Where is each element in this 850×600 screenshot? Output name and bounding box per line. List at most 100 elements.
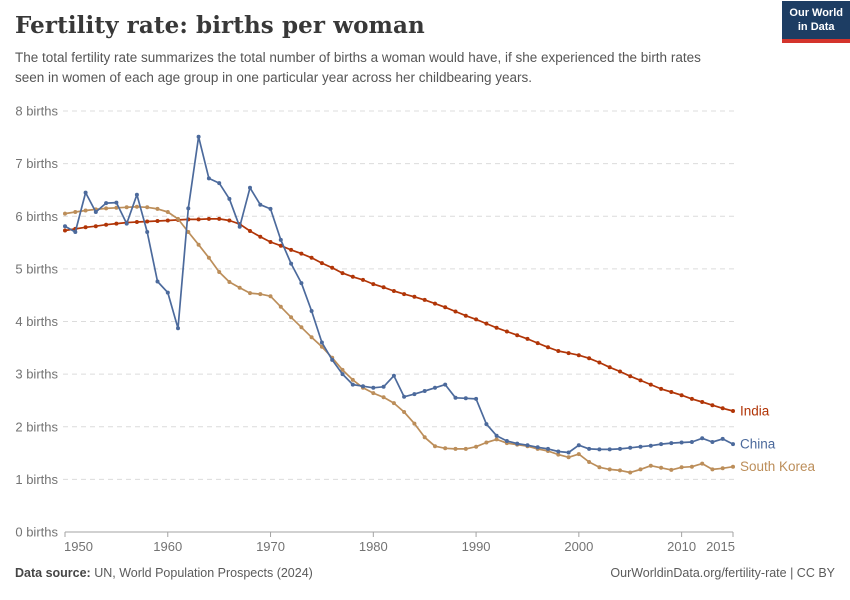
point-china[interactable] [361,384,365,389]
point-south-korea[interactable] [689,464,694,469]
point-south-korea[interactable] [206,255,211,260]
point-china[interactable] [504,439,509,443]
point-south-korea[interactable] [299,325,304,330]
point-china[interactable] [628,445,633,450]
point-india[interactable] [566,351,571,356]
point-china[interactable] [145,230,150,234]
point-china[interactable] [124,221,129,226]
point-china[interactable] [176,326,180,331]
point-india[interactable] [731,409,735,413]
point-india[interactable] [463,313,468,318]
point-india[interactable] [689,396,694,401]
point-south-korea[interactable] [474,444,479,449]
point-india[interactable] [628,374,633,379]
point-china[interactable] [319,340,324,345]
credit-link[interactable]: OurWorldinData.org/fertility-rate | CC B… [610,566,835,580]
point-south-korea[interactable] [124,205,129,210]
point-china[interactable] [587,446,592,451]
point-south-korea[interactable] [669,467,674,472]
point-india[interactable] [669,390,674,394]
point-south-korea[interactable] [433,444,437,449]
point-china[interactable] [104,201,109,206]
point-china[interactable] [73,230,78,234]
point-china[interactable] [731,442,735,447]
point-india[interactable] [299,251,304,256]
point-china[interactable] [515,441,520,446]
point-south-korea[interactable] [165,210,170,214]
point-china[interactable] [669,441,674,446]
point-china[interactable] [381,384,386,389]
point-china[interactable] [186,206,191,211]
point-china[interactable] [206,176,211,181]
point-china[interactable] [484,422,489,427]
point-china[interactable] [546,446,550,451]
point-south-korea[interactable] [196,242,201,247]
point-south-korea[interactable] [700,461,705,466]
point-south-korea[interactable] [186,230,191,234]
point-china[interactable] [638,444,643,449]
point-south-korea[interactable] [258,292,263,297]
point-india[interactable] [217,216,222,221]
fertility-line-chart[interactable]: 0 births 1 births 2 births 3 births 4 births… [0,95,850,570]
series-south-korea[interactable]: South Korea [63,204,816,475]
point-china[interactable] [155,279,160,284]
point-china[interactable] [525,443,530,448]
point-india[interactable] [114,221,119,226]
point-south-korea[interactable] [155,206,160,211]
series-china[interactable]: China [63,134,776,455]
point-china[interactable] [83,190,88,195]
point-china[interactable] [412,392,417,397]
point-south-korea[interactable] [340,367,345,372]
point-china[interactable] [63,224,67,229]
point-china[interactable] [556,449,561,454]
point-south-korea[interactable] [463,446,468,451]
point-south-korea[interactable] [114,205,119,210]
point-south-korea[interactable] [217,270,222,274]
point-india[interactable] [453,309,458,314]
point-india[interactable] [330,265,335,270]
point-india[interactable] [83,225,88,230]
point-south-korea[interactable] [289,315,294,320]
point-india[interactable] [484,321,489,326]
point-india[interactable] [474,317,479,322]
point-south-korea[interactable] [679,465,684,470]
point-china[interactable] [494,433,499,438]
point-south-korea[interactable] [731,464,735,469]
point-india[interactable] [402,292,407,297]
point-india[interactable] [546,345,550,350]
point-india[interactable] [597,360,602,365]
point-china[interactable] [227,196,232,201]
point-china[interactable] [196,134,201,139]
point-india[interactable] [145,219,150,224]
point-india[interactable] [710,403,715,408]
point-india[interactable] [258,234,263,239]
point-india[interactable] [196,217,201,222]
point-south-korea[interactable] [412,421,417,426]
point-south-korea[interactable] [618,468,622,473]
point-south-korea[interactable] [607,467,612,472]
point-china[interactable] [330,357,335,362]
point-india[interactable] [63,228,67,233]
point-china[interactable] [248,185,252,190]
point-india[interactable] [155,219,160,223]
point-south-korea[interactable] [73,210,78,214]
point-china[interactable] [576,443,581,448]
point-china[interactable] [350,382,355,387]
point-india[interactable] [720,406,725,411]
point-china[interactable] [134,192,139,197]
point-south-korea[interactable] [494,437,499,442]
point-china[interactable] [618,446,622,451]
point-south-korea[interactable] [83,208,88,213]
point-india[interactable] [227,218,232,223]
point-china[interactable] [648,443,653,448]
point-india[interactable] [576,353,581,358]
point-south-korea[interactable] [638,467,643,472]
point-india[interactable] [587,356,592,361]
point-india[interactable] [381,285,386,290]
point-china[interactable] [474,396,479,401]
point-china[interactable] [93,210,98,214]
line-china[interactable] [64,135,734,454]
point-india[interactable] [556,349,561,353]
point-china[interactable] [289,261,294,266]
point-china[interactable] [597,447,602,452]
